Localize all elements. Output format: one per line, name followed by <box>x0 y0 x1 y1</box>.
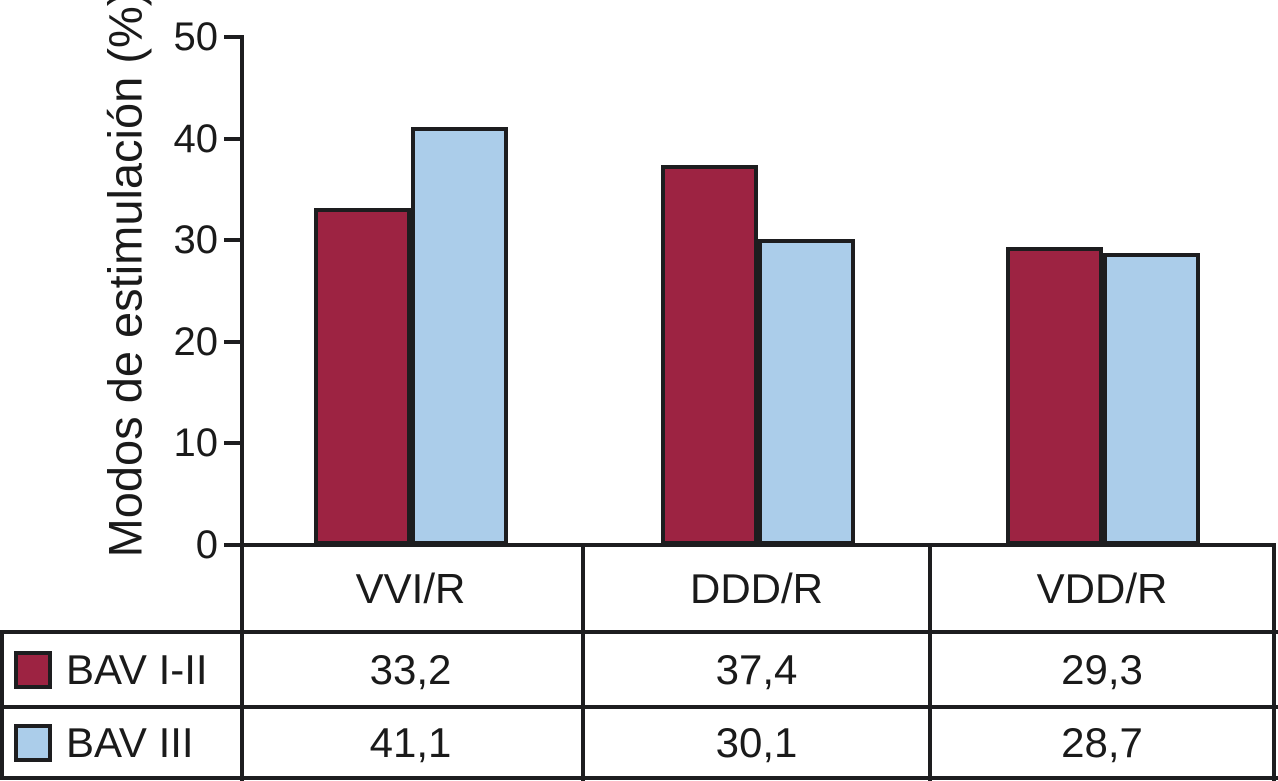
table-border-left <box>0 630 4 780</box>
bar-bav-i-ii-ddd-r <box>661 165 758 545</box>
y-tick-mark <box>224 543 240 547</box>
y-tick-mark <box>224 340 240 344</box>
y-tick-label: 10 <box>173 421 219 465</box>
y-tick-mark <box>224 35 240 39</box>
legend-label-bav-iii: BAV III <box>66 718 194 766</box>
category-header-vdd-r: VDD/R <box>1036 564 1168 612</box>
table-border-h2 <box>0 630 1278 634</box>
legend-swatch-bav-iii <box>14 723 52 762</box>
bar-bav-i-ii-vvi-r <box>314 208 411 545</box>
bar-bav-i-ii-vdd-r <box>1006 247 1103 545</box>
value-cell-bav-i-ii-ddd-r: 37,4 <box>715 645 798 693</box>
legend-item-bav-i-ii: BAV I-II <box>4 634 236 705</box>
value-cell-bav-iii-ddd-r: 30,1 <box>715 718 798 766</box>
value-cell-bav-i-ii-vvi-r: 33,2 <box>369 645 452 693</box>
y-tick-label: 50 <box>173 15 219 59</box>
value-cell-bav-i-ii-vdd-r: 29,3 <box>1061 645 1143 693</box>
legend-label-bav-i-ii: BAV I-II <box>66 645 208 693</box>
y-tick-mark <box>224 238 240 242</box>
y-tick-label: 20 <box>173 320 219 364</box>
bar-bav-iii-vdd-r <box>1103 253 1200 545</box>
bar-bav-iii-ddd-r <box>758 239 855 545</box>
table-divider-2 <box>928 543 932 781</box>
value-cell-bav-iii-vvi-r: 41,1 <box>369 718 452 766</box>
x-axis-line <box>240 543 1276 547</box>
table-border-right <box>1272 543 1276 781</box>
y-tick-mark <box>224 137 240 141</box>
table-border-bottom <box>0 776 1278 780</box>
y-tick-mark <box>224 441 240 445</box>
bar-bav-iii-vvi-r <box>411 127 508 545</box>
y-tick-label: 0 <box>195 523 218 567</box>
y-tick-label: 40 <box>173 117 219 161</box>
value-cell-bav-iii-vdd-r: 28,7 <box>1061 718 1143 766</box>
y-axis-title: Modos de estimulación (%) <box>98 0 152 558</box>
table-border-h3 <box>0 705 1278 709</box>
legend-item-bav-iii: BAV III <box>4 709 236 776</box>
y-tick-label: 30 <box>173 218 219 262</box>
legend-swatch-bav-i-ii <box>14 650 52 689</box>
table-divider-1 <box>581 543 585 781</box>
category-header-ddd-r: DDD/R <box>690 564 823 612</box>
y-axis-line <box>240 35 244 781</box>
category-header-vvi-r: VVI/R <box>355 564 466 612</box>
